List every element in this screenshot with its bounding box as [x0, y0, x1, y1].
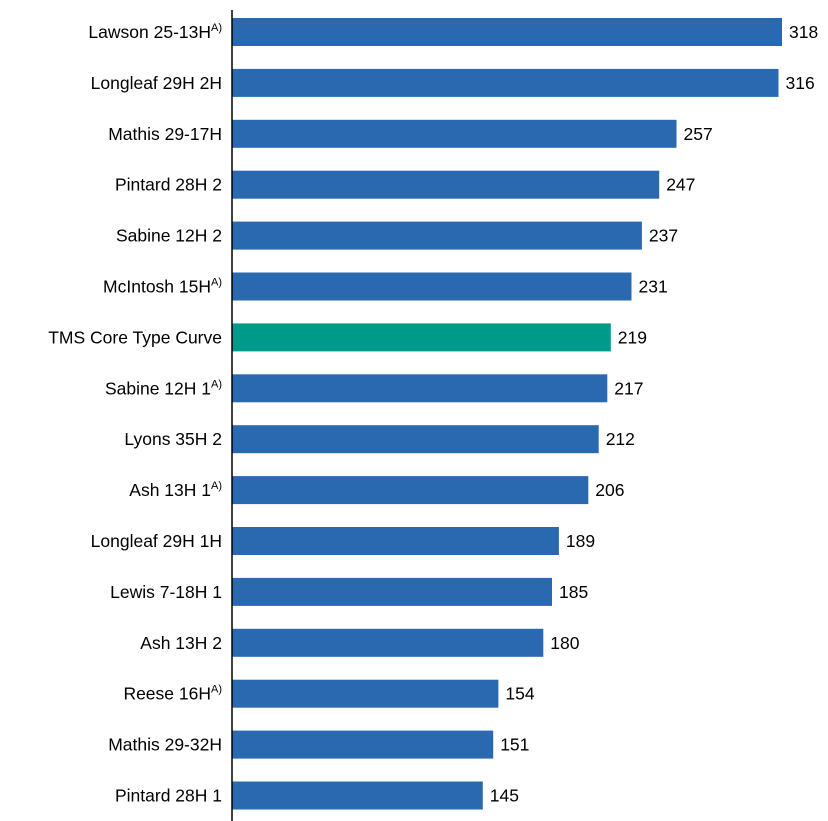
bar [232, 18, 782, 46]
bars-layer [232, 18, 782, 810]
value-label: 217 [614, 378, 643, 398]
value-label: 180 [550, 633, 579, 653]
category-label-text: Lewis 7-18H 1 [110, 582, 222, 602]
value-label: 316 [786, 73, 815, 93]
bar [232, 272, 632, 301]
category-footnote-marker: A) [211, 378, 222, 390]
category-label-text: Mathis 29-17H [108, 124, 222, 144]
category-label: Sabine 12H 2 [116, 226, 222, 246]
category-label: Pintard 28H 2 [115, 175, 222, 195]
category-label-text: Ash 13H 1 [129, 480, 211, 500]
category-label: Lyons 35H 2 [124, 429, 222, 449]
bar-highlight [232, 323, 611, 352]
category-label: Sabine 12H 1A) [105, 378, 222, 398]
category-label-text: Pintard 28H 2 [115, 175, 222, 195]
value-label: 185 [559, 582, 588, 602]
category-label-text: Sabine 12H 2 [116, 226, 222, 246]
value-label: 145 [490, 786, 519, 806]
bar [232, 476, 589, 505]
bar [232, 730, 494, 759]
category-label-text: Pintard 28H 1 [115, 786, 222, 806]
category-label-text: TMS Core Type Curve [48, 327, 222, 347]
bar [232, 68, 779, 97]
category-label: Ash 13H 1A) [129, 480, 222, 500]
category-label: Mathis 29-17H [108, 124, 222, 144]
category-label: TMS Core Type Curve [48, 327, 222, 347]
bar [232, 425, 599, 454]
category-label: Pintard 28H 1 [115, 786, 222, 806]
category-label-text: Lyons 35H 2 [124, 429, 222, 449]
category-label: Mathis 29-32H [108, 735, 222, 755]
bar [232, 628, 544, 657]
value-label: 257 [684, 124, 713, 144]
value-label: 206 [595, 480, 624, 500]
value-label: 212 [606, 429, 635, 449]
bar [232, 527, 559, 555]
bar [232, 679, 499, 708]
value-label: 219 [618, 327, 647, 347]
category-label: McIntosh 15HA) [103, 277, 222, 297]
category-footnote-marker: A) [211, 684, 222, 696]
category-label: Longleaf 29H 1H [91, 531, 222, 551]
value-label: 318 [789, 22, 818, 42]
category-label-text: Lawson 25-13H [88, 22, 211, 42]
bar [232, 221, 642, 250]
category-label-text: Longleaf 29H 2H [91, 73, 222, 93]
value-labels-layer: 318 316 257 247 237 231 219 217 212 206 189 185 180 1… [490, 22, 818, 806]
value-label: 237 [649, 226, 678, 246]
category-label: Longleaf 29H 2H [91, 73, 222, 93]
value-label: 247 [666, 175, 695, 195]
category-footnote-marker: A) [211, 480, 222, 492]
category-label-text: Reese 16H [123, 684, 211, 704]
value-label: 231 [639, 277, 668, 297]
category-label-text: Longleaf 29H 1H [91, 531, 222, 551]
value-label: 154 [505, 684, 534, 704]
bar [232, 374, 608, 403]
category-label: Reese 16HA) [123, 684, 222, 704]
bar [232, 170, 660, 199]
category-label-text: Mathis 29-32H [108, 735, 222, 755]
category-label-text: McIntosh 15H [103, 277, 211, 297]
category-label-text: Ash 13H 2 [140, 633, 222, 653]
bar [232, 119, 677, 148]
bar [232, 577, 552, 606]
value-label: 189 [566, 531, 595, 551]
category-footnote-marker: A) [211, 277, 222, 289]
bar [232, 781, 483, 810]
category-label: Lawson 25-13HA) [88, 22, 222, 42]
category-footnote-marker: A) [211, 22, 222, 34]
category-label: Lewis 7-18H 1 [110, 582, 222, 602]
category-label: Ash 13H 2 [140, 633, 222, 653]
category-label-text: Sabine 12H 1 [105, 378, 211, 398]
value-label: 151 [500, 735, 529, 755]
